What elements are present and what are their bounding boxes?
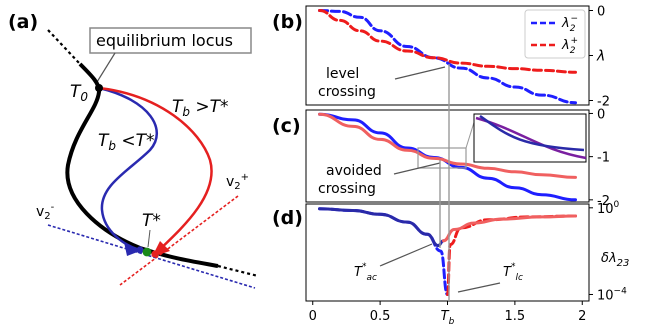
xtick-label: 2 [578,309,586,324]
xtick-label: 0.5 [370,309,391,324]
ylabel-d: δλ23 [601,251,629,269]
t0-point [95,84,103,92]
ytick-label-c: 0 [597,107,605,122]
locus-box-label: equilibrium locus [96,31,233,50]
series-d-0 [318,207,449,296]
locus-box [89,27,252,54]
ytick-label-c: -2 [597,194,610,209]
v2-plus-line [119,195,239,286]
equilibrium-locus [65,62,219,268]
level-crossing-line2: crossing [318,84,376,100]
legend-label-minus: λ2− [561,14,578,34]
v2-minus-label: v2- [36,202,55,222]
v2-plus-label: v2+ [226,172,249,192]
locus-dotted-top [47,29,81,65]
series-d [318,207,577,296]
zoom-rect [417,147,467,169]
ytick-label-b: -2 [597,95,610,110]
red-endpoint [151,250,159,258]
inset-curves [475,114,587,160]
locus-pointer [96,52,116,83]
level-crossing-pointer [394,66,446,80]
xtick-label: Tb [441,309,455,327]
xtick-label: 1.5 [505,309,526,324]
avoided-crossing-line1: avoided [326,163,382,179]
avoided-crossing-pointer [393,162,441,175]
series-d-2 [318,207,445,248]
ytick-label-b: 0 [597,5,605,20]
locus-dotted-bottom [217,264,259,278]
inset-curve-b [479,114,585,152]
ytick-label-c: -1 [597,151,610,166]
trajectory-high [98,86,213,254]
series-b [318,9,577,105]
level-crossing-line1: level [326,66,359,82]
panel-label-d: (d) [272,207,303,229]
tb-high-label: Tb >T* [172,97,229,119]
tac-label: T*ac [354,262,377,283]
v2-minus-line [47,224,256,289]
tlc-pointer [457,282,501,293]
panel-label-b: (b) [272,11,303,33]
tstar-label: T* [142,211,161,231]
avoided-crossing-line2: crossing [318,181,376,197]
tstar-pointer [147,229,151,248]
series-c [318,112,577,202]
series-d-3 [442,214,577,243]
series-b-1 [318,9,577,74]
axes-c [305,109,590,203]
series-d-1 [446,214,577,296]
tlc-label: T*lc [503,262,523,283]
tb-low-label: Tb <T* [98,131,155,153]
legend-b: λ2− λ2+ [524,9,586,59]
ytick-label-d: 10−4 [597,286,627,303]
legend-label-plus: λ2+ [561,36,578,56]
ytick-label-b: λ [596,49,605,65]
panel-label-c: (c) [272,115,301,137]
t0-label: T0 [70,82,88,104]
tac-pointer [379,243,433,267]
series-c-1 [318,112,577,179]
panel-label-a: (a) [8,11,38,33]
blue-endpoint [136,246,144,254]
ytick-label-d: 100 [597,200,620,217]
tstar-point [142,247,152,257]
xtick-label: 0 [309,309,317,324]
trajectory-low [98,86,159,251]
